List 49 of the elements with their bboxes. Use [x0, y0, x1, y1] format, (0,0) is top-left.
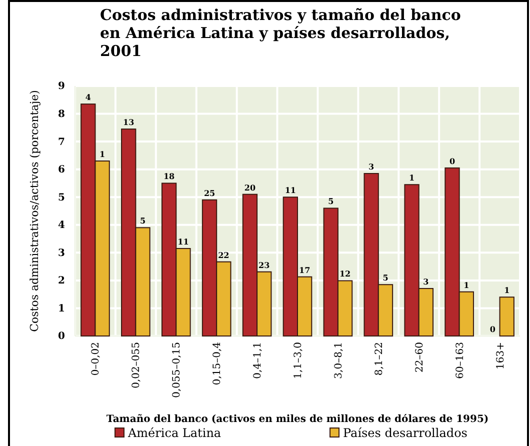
x-tick-label: 0,055–0,15 — [172, 342, 183, 398]
annotation: 5 — [382, 272, 388, 283]
y-axis-title: Costos administrativos/activos (porcentaje) — [28, 90, 41, 332]
annotation: 11 — [284, 185, 296, 196]
x-tick-label: 0–0,02 — [90, 342, 102, 376]
x-tick-label: 8,1–22 — [374, 342, 385, 376]
x-tick-label: 0,15–0,4 — [212, 342, 224, 386]
annotation: 13 — [123, 117, 135, 128]
y-tick-label: 7 — [58, 136, 66, 148]
x-tick-label: 163+ — [495, 342, 506, 370]
y-tick-label: 6 — [58, 164, 66, 176]
annotation: 1 — [464, 280, 470, 290]
x-tick-label: 1,1–3,0 — [293, 342, 304, 379]
annotation: 17 — [299, 264, 310, 275]
x-tick-label: 3,0–8,1 — [333, 342, 344, 379]
y-tick-label: 9 — [58, 81, 66, 92]
x-tick-label: 22–60 — [414, 342, 426, 372]
y-tick-label: 8 — [58, 108, 66, 120]
y-tick-label: 4 — [58, 220, 66, 232]
annotation: 3 — [423, 276, 430, 286]
annotation: 3 — [368, 162, 375, 172]
annotation: 5 — [140, 216, 146, 226]
y-tick-label: 0 — [58, 331, 66, 342]
y-tick-label: 2 — [58, 276, 66, 287]
annotation: 23 — [258, 260, 270, 270]
bar — [499, 296, 514, 336]
annotation: 1 — [504, 285, 510, 296]
legend-label: Países desarrollados — [343, 426, 468, 440]
annotation: 20 — [244, 182, 256, 192]
annotation: 22 — [218, 250, 230, 260]
annotation: 4 — [85, 92, 92, 102]
annotation: 5 — [328, 196, 334, 206]
y-tick-label: 5 — [58, 192, 66, 204]
annotation: 18 — [163, 171, 176, 182]
annotation: 1 — [100, 149, 106, 159]
annotation: 25 — [204, 188, 216, 198]
annotation: 1 — [408, 172, 415, 183]
x-tick-label: 0,4–1,1 — [252, 342, 264, 379]
x-tick-label: 60–163 — [454, 342, 466, 379]
annotation: 11 — [178, 236, 189, 246]
chart-title: Costos administrativos y tamaño del banco en América Latina y países desarrollados, 2001 — [100, 6, 461, 60]
x-tick-label: 0,02–055 — [131, 342, 142, 388]
legend-label: América Latina — [127, 426, 222, 440]
annotation: 12 — [339, 268, 351, 279]
x-axis-title: Tamaño del banco (activos en miles de millones de dólares de 1995) — [106, 414, 489, 425]
annotation: 0 — [490, 324, 496, 334]
y-tick-label: 1 — [58, 303, 65, 314]
annotation: 0 — [449, 156, 456, 166]
y-tick-label: 3 — [58, 248, 66, 259]
